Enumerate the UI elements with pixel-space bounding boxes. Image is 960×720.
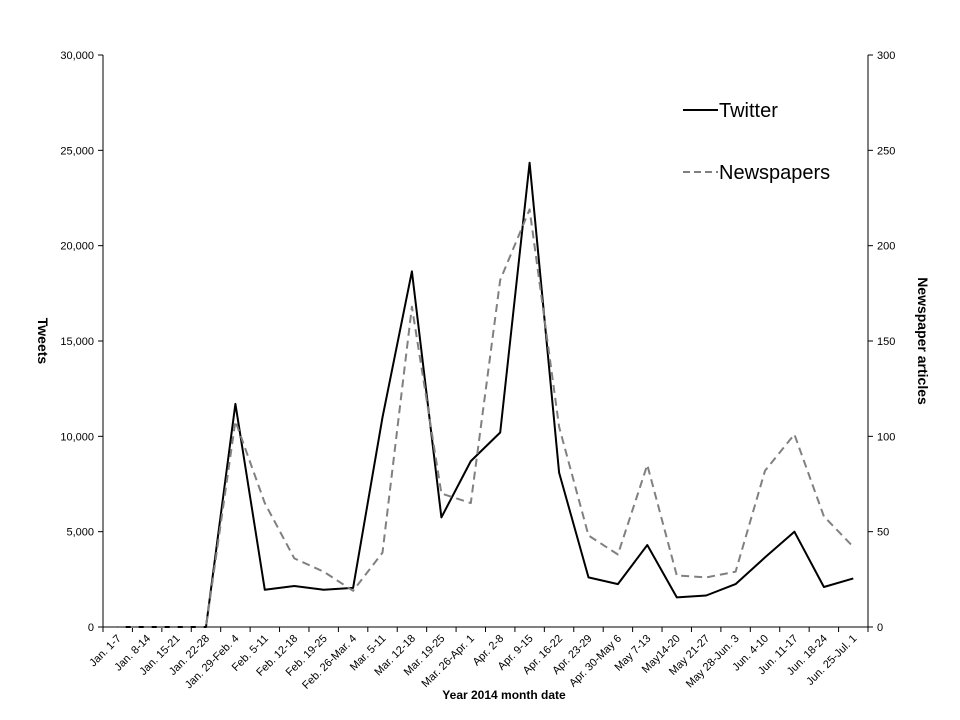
y-tick-label: 5,000 [66, 527, 94, 539]
y-tick-label: 20,000 [60, 241, 94, 253]
y-tick-label: 0 [88, 622, 94, 634]
y2-tick-label: 250 [877, 145, 895, 157]
y2-axis-title: Newspaper articles [915, 277, 931, 405]
y2-tick-label: 100 [877, 431, 895, 443]
y-axis-title: Tweets [35, 318, 51, 365]
y-tick-label: 15,000 [60, 336, 94, 348]
series-line-twitter [117, 161, 854, 628]
y2-tick-label: 300 [877, 50, 895, 62]
y-tick-label: 30,000 [60, 50, 94, 62]
series-layer [117, 161, 855, 628]
legend-newspapers-label: Newspapers [719, 162, 830, 184]
series-line-newspapers [117, 208, 855, 628]
x-tick-label: Mar. 26-Apr. 1 [420, 633, 477, 690]
y2-tick-label: 0 [877, 622, 883, 634]
legend-twitter-label: Twitter [719, 100, 778, 122]
y2-tick-label: 200 [877, 241, 895, 253]
legend: Twitter Newspapers [683, 100, 830, 184]
y-tick-label: 10,000 [60, 431, 94, 443]
right-axis-ticks: 0 50 100 150 200 250 300 [868, 50, 895, 634]
x-axis-title: Year 2014 month date [442, 688, 566, 702]
y2-tick-label: 150 [877, 336, 895, 348]
y2-tick-label: 50 [877, 527, 889, 539]
y-tick-label: 25,000 [60, 145, 94, 157]
left-axis-ticks: 0 5,000 10,000 15,000 20,000 25,000 30,000 [60, 50, 103, 634]
